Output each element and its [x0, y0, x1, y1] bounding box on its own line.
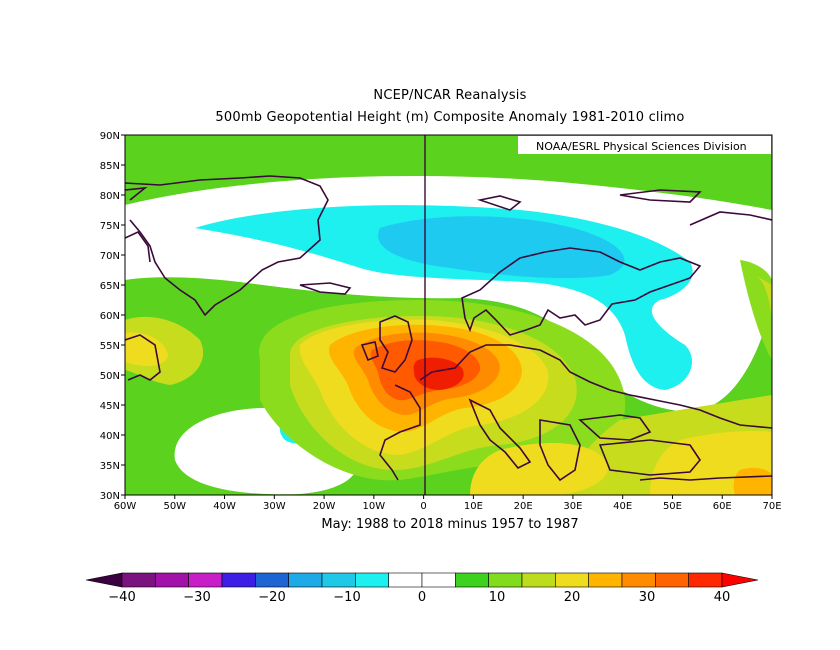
field-neg15: [378, 216, 625, 279]
colorbar-cell: [355, 572, 389, 588]
colorbar-label: 20: [564, 590, 581, 605]
colorbar-cell: [655, 572, 689, 588]
latitude-axis: 90N 85N 80N 75N 70N 65N 60N 55N 50N 45N 40N 35N 30N: [100, 131, 125, 502]
lon-label: 30E: [563, 501, 582, 512]
lon-label: 60W: [114, 501, 137, 512]
credit-text: NOAA/ESRL Physical Sciences Division: [536, 140, 747, 153]
colorbar-cell: [621, 572, 656, 588]
colorbar-label: −40: [108, 590, 135, 605]
colorbar-arrow-low: [85, 572, 123, 588]
colorbar-cell: [521, 572, 556, 588]
lat-label: 40N: [100, 431, 120, 442]
colorbar-arrow-high: [721, 572, 759, 588]
colorbar-cell: [188, 572, 223, 588]
colorbar-cell: [288, 572, 323, 588]
lon-label: 50E: [663, 501, 682, 512]
lat-label: 65N: [100, 281, 120, 292]
lon-label: 10W: [363, 501, 386, 512]
lat-label: 75N: [100, 221, 120, 232]
lon-label: 50W: [163, 501, 186, 512]
colorbar-cell: [321, 572, 356, 588]
colorbar-cell: [221, 572, 256, 588]
field-pos40: [413, 357, 464, 390]
coastlines: [125, 175, 772, 482]
lon-label: 10E: [464, 501, 483, 512]
colorbar-cell: [121, 572, 156, 588]
lat-label: 50N: [100, 371, 120, 382]
colorbar-cell: [555, 572, 589, 588]
credit-box: [518, 136, 771, 154]
colorbar-label: 40: [714, 590, 731, 605]
lat-label: 85N: [100, 161, 120, 172]
lon-label: 20E: [514, 501, 533, 512]
colorbar-label: 30: [639, 590, 656, 605]
lat-label: 80N: [100, 191, 120, 202]
colorbar-label: −10: [333, 590, 360, 605]
colorbar-cell: [488, 572, 523, 588]
longitude-axis: 60W 50W 40W 30W 20W 10W 0 10E 20E 30E 40E 50E 60E 70E: [114, 495, 782, 512]
period-caption: May: 1988 to 2018 minus 1957 to 1987: [321, 517, 579, 532]
lon-label: 20W: [313, 501, 336, 512]
lat-label: 55N: [100, 341, 120, 352]
map-subtitle-field: 500mb Geopotential Height (m) Composite …: [215, 110, 685, 125]
colorbar-cell: [255, 572, 289, 588]
lat-label: 30N: [100, 491, 120, 502]
lat-label: 90N: [100, 131, 120, 142]
lat-label: 45N: [100, 401, 120, 412]
lon-label: 40E: [613, 501, 632, 512]
lat-label: 35N: [100, 461, 120, 472]
lon-label: 60E: [713, 501, 732, 512]
colorbar-cell: [588, 572, 623, 588]
lon-label: 30W: [263, 501, 286, 512]
colorbar: −40 −30 −20 −10 0 10 20 30 40: [85, 572, 759, 605]
colorbar-cell: [388, 572, 423, 588]
colorbar-cell: [688, 572, 723, 588]
lat-label: 70N: [100, 251, 120, 262]
colorbar-label: 10: [489, 590, 506, 605]
lat-label: 60N: [100, 311, 120, 322]
map-title: NCEP/NCAR Reanalysis: [373, 88, 527, 103]
colorbar-label: −20: [258, 590, 285, 605]
lon-label: 70E: [762, 501, 781, 512]
lon-label: 0: [420, 501, 426, 512]
colorbar-cell: [155, 572, 189, 588]
colorbar-cell: [421, 572, 456, 588]
colorbar-label: 0: [418, 590, 426, 605]
anomaly-field: [125, 135, 772, 495]
colorbar-cell: [455, 572, 489, 588]
colorbar-label: −30: [183, 590, 210, 605]
lon-label: 40W: [213, 501, 236, 512]
